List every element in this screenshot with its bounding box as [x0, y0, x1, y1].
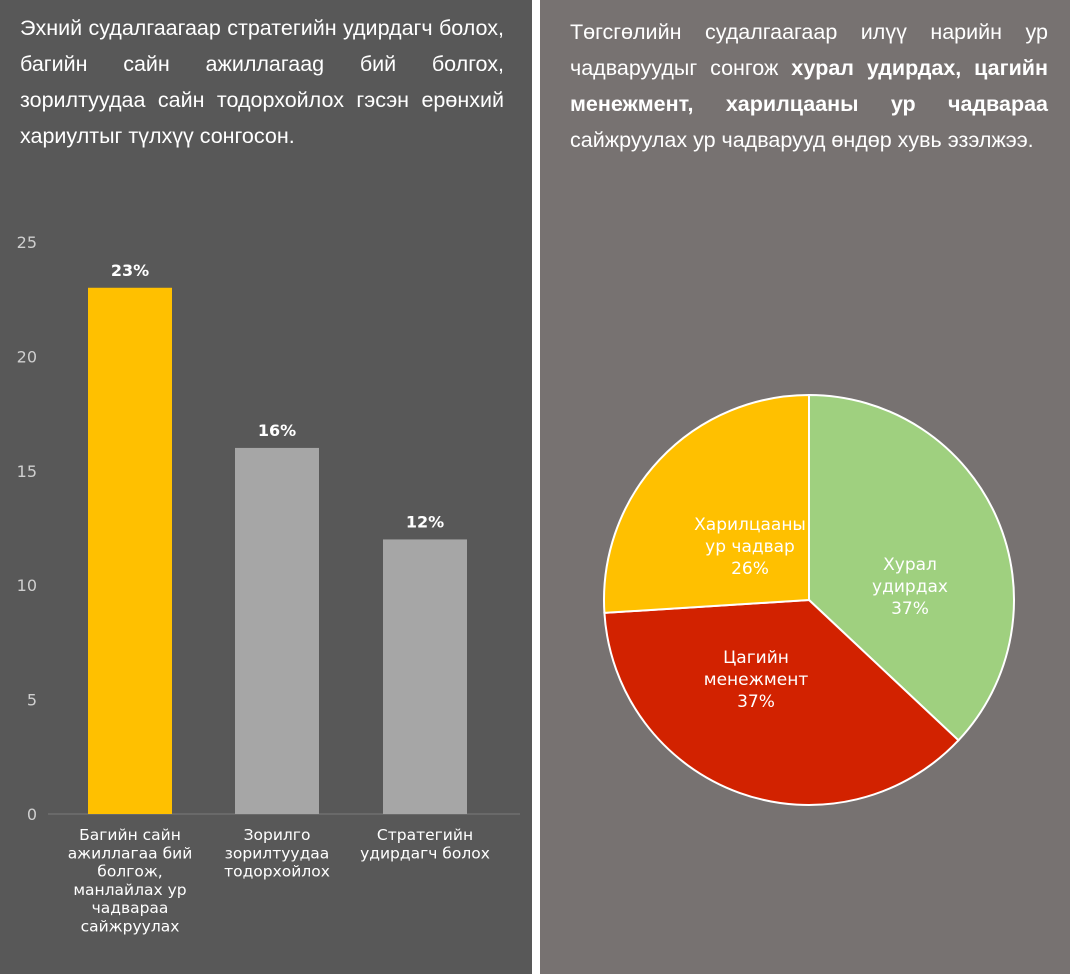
left-panel: Эхний судалгаагаар стратегийн удирдагч б… [0, 0, 532, 974]
y-tick-label: 5 [27, 691, 37, 710]
bar-value-label: 12% [406, 512, 444, 531]
right-panel: Төгсгөлийн судалгаагаар илүү нарийн ур ч… [540, 0, 1070, 974]
bar [88, 287, 172, 814]
y-tick-label: 15 [17, 462, 37, 481]
y-tick-label: 0 [27, 805, 37, 824]
pie-slice [603, 393, 810, 614]
y-tick-label: 10 [17, 576, 37, 595]
bar-value-label: 16% [258, 421, 296, 440]
pie-slice [603, 598, 960, 806]
category-label: Багийн сайн ажиллагаа бий болгож, манлайлах… [68, 826, 193, 936]
bar [235, 447, 319, 814]
slice-label: Харилцааны ур чадвар 26% [694, 515, 806, 579]
slice-label: Цагийн менежмент 37% [704, 648, 809, 712]
pie-chart: Хурал удирдах 37% Цагийн менежмент 37% Харилца… [603, 393, 1015, 806]
description-text: Төгсгөлийн судалгаагаар илүү нарийн ур ч… [570, 20, 1048, 80]
description-highlight: хурал удирдах, цагийн менежмент, харилца… [570, 56, 1048, 116]
bar-value-label: 23% [111, 261, 149, 280]
right-description: Төгсгөлийн судалгаагаар илүү нарийн ур ч… [570, 14, 1048, 158]
bar-chart: 0 5 10 15 20 25 23% Багийн сайн ажиллагаа бий бол… [17, 233, 520, 936]
category-label: Стратегийн удирдагч болох [360, 826, 490, 862]
bar [383, 539, 467, 814]
pie-slice [808, 393, 1015, 742]
category-label: Зорилго зорилтуудаа тодорхойлох [224, 826, 330, 881]
description-text: сайжруулах ур чадварууд өндөр хувь эзэлж… [570, 128, 1034, 152]
y-tick-label: 25 [17, 233, 37, 252]
left-description: Эхний судалгаагаар стратегийн удирдагч б… [20, 16, 504, 148]
slice-label: Хурал удирдах 37% [872, 555, 948, 619]
y-tick-label: 20 [17, 347, 37, 366]
